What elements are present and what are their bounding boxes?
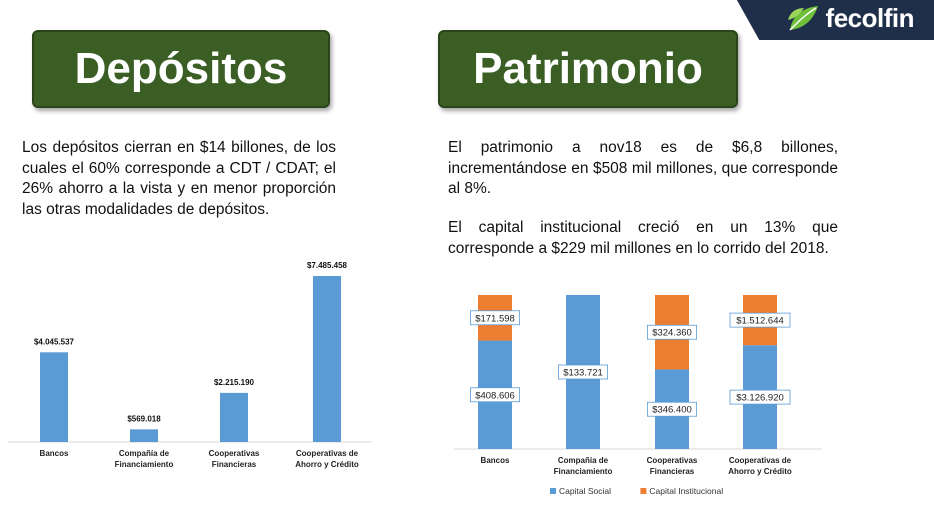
data-label-box [729, 389, 791, 405]
data-label: $171.598 [475, 313, 515, 324]
data-label-box [469, 387, 521, 403]
category-label: Financiamiento [554, 467, 613, 476]
data-label: $2.215.190 [214, 378, 255, 387]
category-label: Financieras [650, 467, 695, 476]
category-label: Cooperativas [647, 456, 698, 465]
bar [40, 352, 68, 442]
data-label: $7.485.458 [307, 261, 348, 270]
brand-name: fecolfin [825, 2, 915, 33]
category-label: Bancos [40, 449, 69, 458]
data-label-box [646, 401, 697, 417]
legend-label: Capital Social [559, 486, 611, 496]
data-label: $346.400 [652, 405, 692, 416]
category-label: Ahorro y Crédito [728, 467, 792, 476]
category-label: Cooperativas de [729, 456, 792, 465]
data-label: $569.018 [127, 414, 161, 423]
category-label: Bancos [481, 456, 510, 465]
data-label-box [558, 364, 609, 380]
data-label-box [729, 312, 791, 328]
leaf-icon [787, 6, 818, 31]
category-label: Cooperativas [209, 449, 260, 458]
data-label: $3.126.920 [736, 393, 784, 404]
depositos-paragraph: Los depósitos cierran en $14 billones, d… [22, 139, 336, 218]
patrimonio-stacked-chart: $408.606 $171.598 Bancos $133.721 Compañía d… [454, 295, 822, 496]
patrimonio-paragraph-2: El capital institucional creció en un 13… [448, 219, 838, 257]
bar [130, 429, 158, 442]
data-label-box [646, 324, 697, 340]
category-label: Financieras [212, 460, 257, 469]
legend-swatch [640, 488, 647, 494]
patrimonio-title: Patrimonio [438, 30, 738, 108]
category-label: Financiamiento [115, 460, 174, 469]
data-label: $324.360 [652, 328, 692, 339]
brand-logo: fecolfin [786, 2, 915, 34]
patrimonio-paragraph-1: El patrimonio a nov18 es de $6,8 billone… [448, 139, 838, 197]
legend-swatch [550, 488, 556, 494]
data-label: $133.721 [563, 368, 603, 379]
bar [220, 392, 248, 442]
depositos-title: Depósitos [32, 30, 330, 108]
legend-label: Capital Institucional [649, 486, 723, 496]
category-label: Ahorro y Crédito [295, 460, 359, 469]
data-label-box [469, 310, 521, 326]
category-label: Compañía de [119, 449, 170, 458]
brand-bar [736, 0, 934, 40]
data-label: $408.606 [475, 390, 515, 401]
depositos-bar-chart: $4.045.537 Bancos $569.018 Compañía de Finan… [8, 261, 372, 469]
bar [313, 276, 341, 442]
data-label: $1.512.644 [736, 316, 784, 327]
category-label: Compañía de [558, 456, 609, 465]
data-label: $4.045.537 [34, 337, 75, 346]
category-label: Cooperativas de [296, 449, 359, 458]
